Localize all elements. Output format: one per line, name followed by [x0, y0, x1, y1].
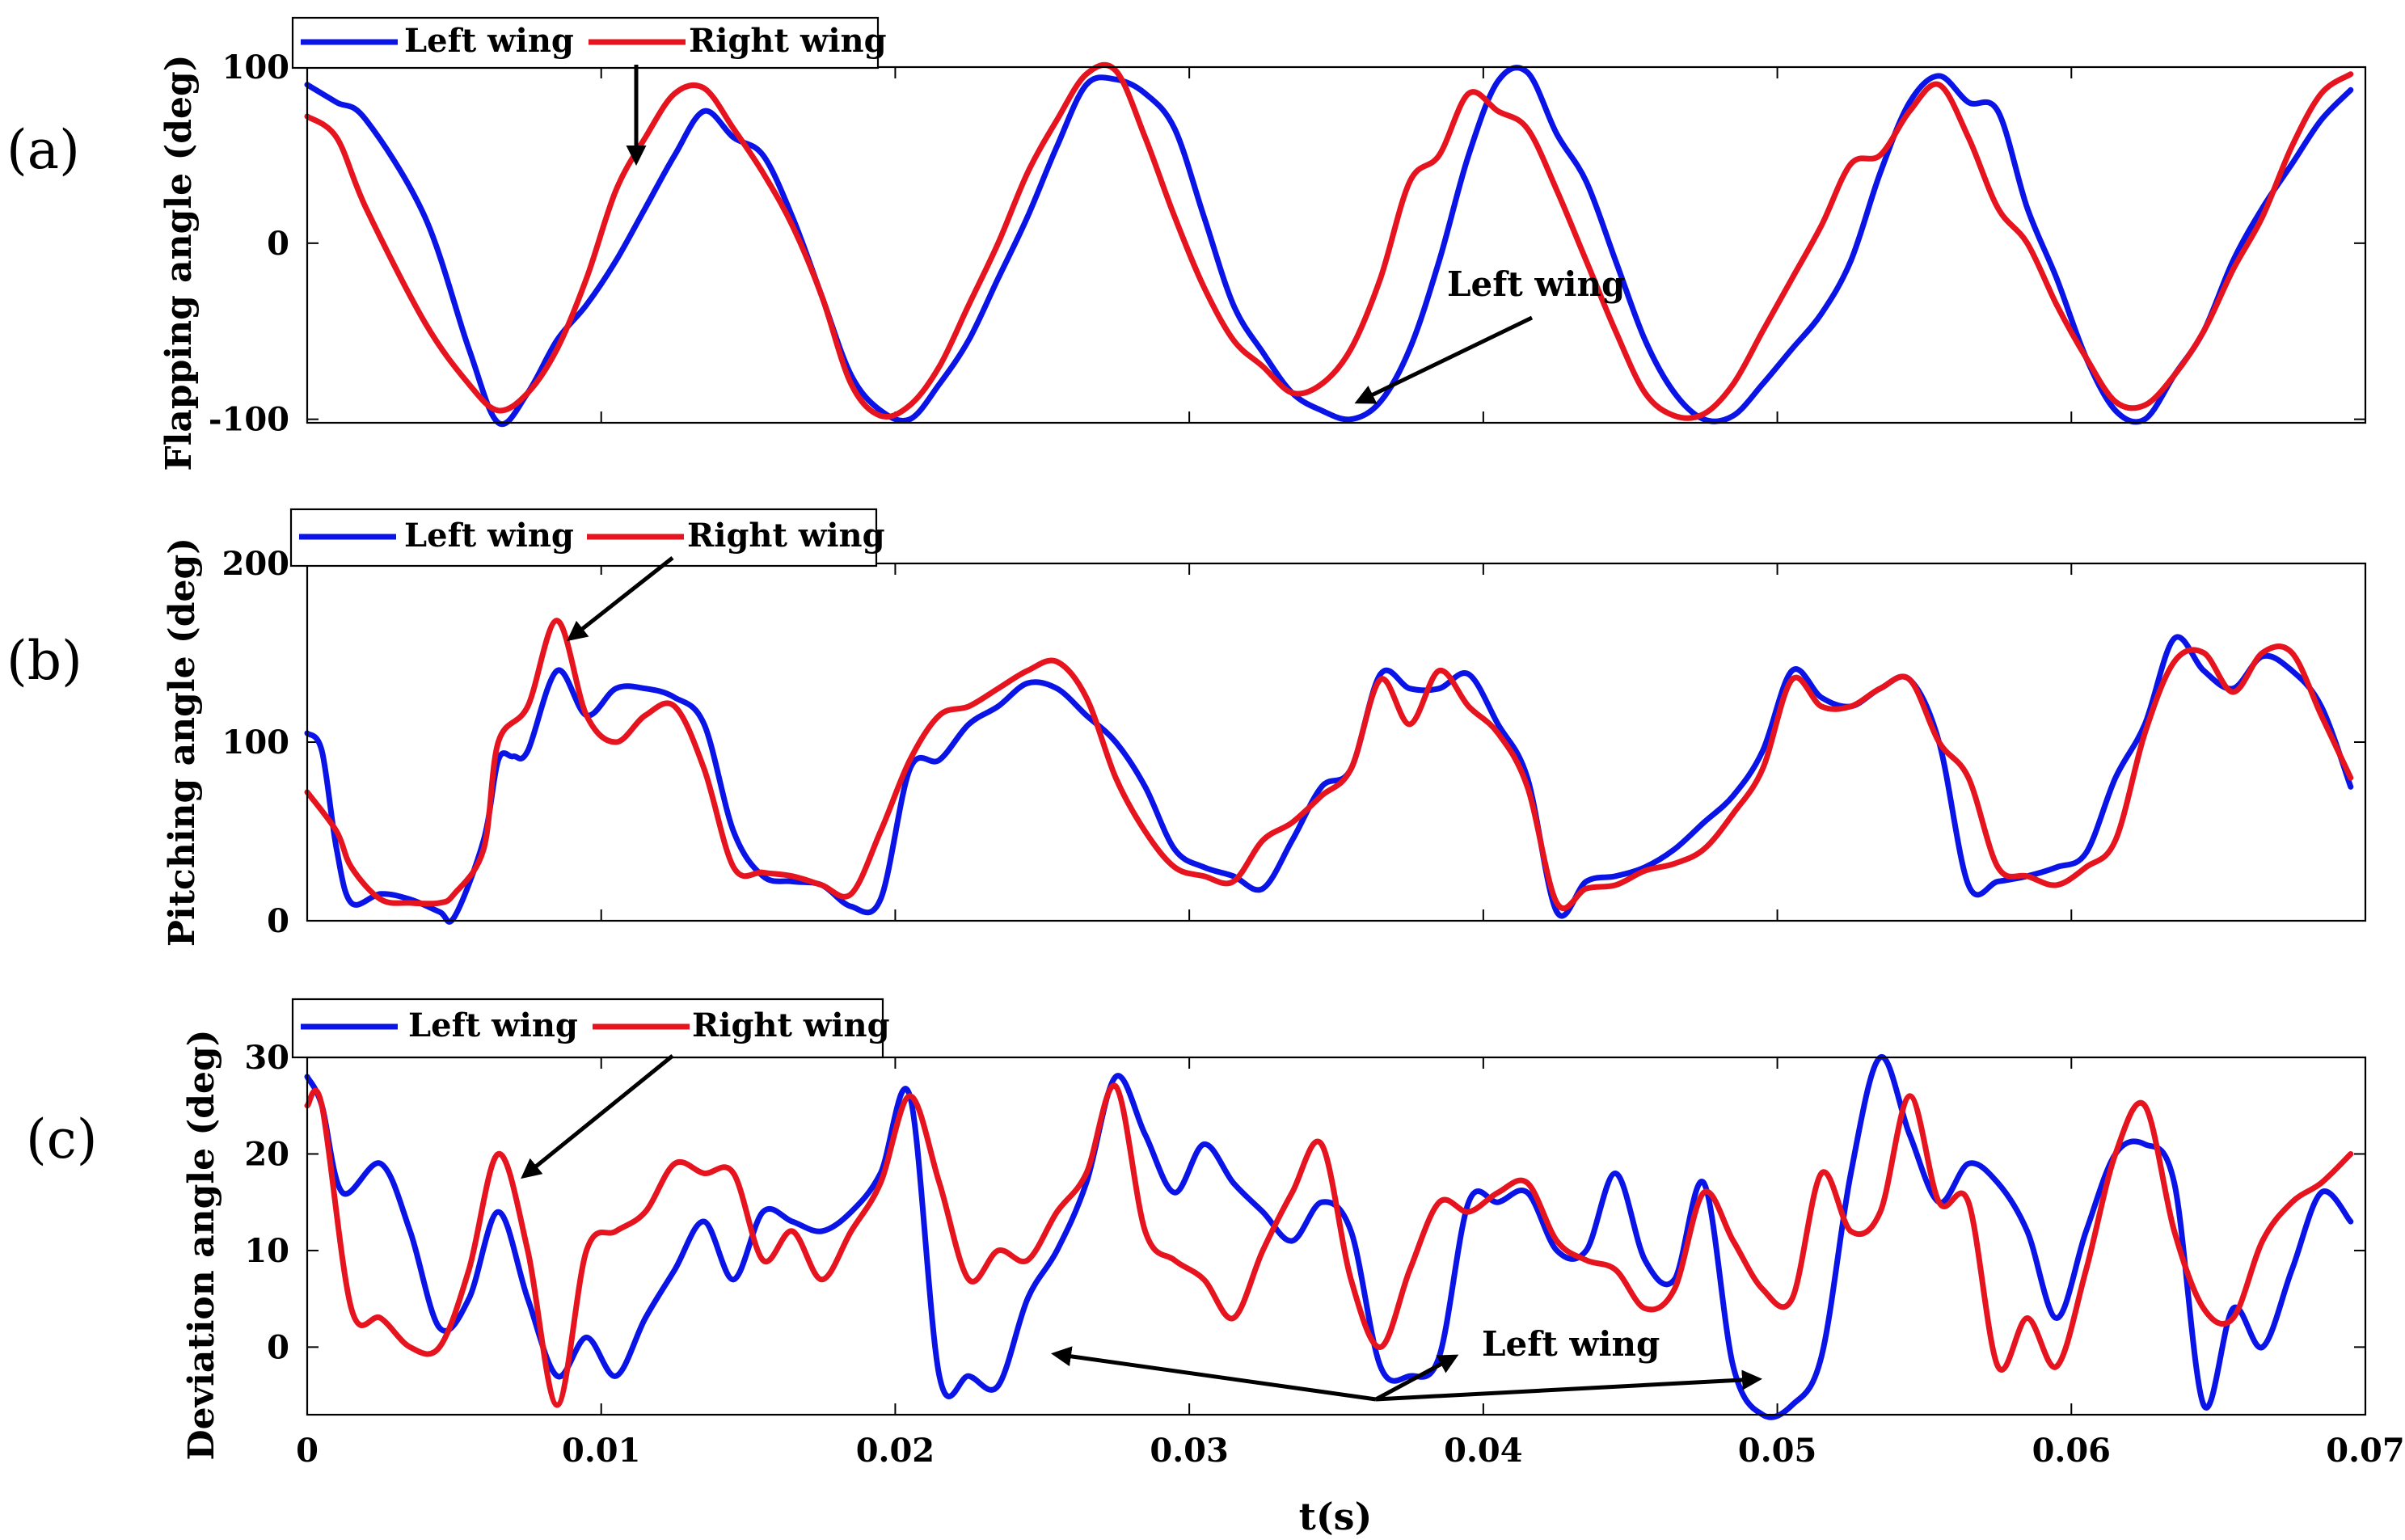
panel-b-pitching: (b) Pitching angle (deg) 0 100 200 Left wi…	[6, 508, 2367, 947]
x-tick-label: 0.04	[1444, 1432, 1522, 1470]
series-left-wing-b	[304, 634, 2354, 925]
legend-b: Left wing Right wing	[289, 508, 885, 567]
legend-a: Left wing Right wing	[291, 16, 887, 70]
panel-c-deviation: (c) Deviation angle (deg) 0 10 20 30 0 0.01 0…	[26, 998, 2405, 1470]
y-tick-label: -100	[209, 401, 289, 439]
panel-a-flapping: (a) Flapping angle (deg) -100 0 100 Left w…	[6, 16, 2367, 471]
y-tick-label: 20	[244, 1135, 289, 1173]
series-right-wing-b	[304, 618, 2354, 912]
y-ticks-c: 0 10 20 30	[244, 1039, 2365, 1366]
x-axis-label: t(s)	[1299, 1495, 1373, 1538]
series-lines-a	[304, 61, 2354, 428]
arrow-left-wing-c-3	[1375, 1369, 1762, 1402]
y-axis-label-a: Flapping angle (deg)	[158, 54, 200, 470]
series-left-wing-c	[304, 1054, 2354, 1420]
arrow-left-wing-a	[1354, 315, 1534, 404]
legend-label-right-a: Right wing	[689, 22, 887, 60]
x-tick-label: 0.01	[562, 1432, 640, 1470]
y-tick-label: 30	[244, 1039, 289, 1077]
plot-frame-b	[306, 562, 2367, 922]
y-ticks-b: 0 100 200	[222, 545, 2365, 940]
annotation-left-wing-a: Left wing	[1447, 264, 1625, 304]
arrow-right-wing-b	[567, 556, 674, 642]
y-tick-label: 100	[222, 49, 290, 86]
series-lines-b	[304, 618, 2354, 925]
legend-label-left-b: Left wing	[404, 517, 574, 555]
y-tick-label: 100	[222, 724, 290, 762]
panel-label-c: (c)	[26, 1108, 97, 1171]
series-left-wing-a	[304, 65, 2354, 428]
y-axis-label-c: Deviation angle (deg)	[181, 1029, 222, 1460]
y-tick-label: 0	[267, 1328, 289, 1366]
series-lines-c	[304, 1054, 2354, 1420]
y-axis-label-b: Pitching angle (deg)	[162, 538, 203, 947]
x-tick-label: 0.06	[2032, 1432, 2111, 1470]
x-tick-label: 0.03	[1150, 1432, 1228, 1470]
y-tick-label: 0	[267, 902, 289, 940]
annotation-left-wing-c: Left wing	[1482, 1324, 1660, 1364]
y-ticks-a: -100 0 100	[209, 49, 2365, 439]
legend-c: Left wing Right wing	[291, 998, 890, 1059]
series-right-wing-a	[304, 61, 2354, 421]
panel-label-a: (a)	[6, 119, 80, 181]
arrow-left-wing-c-1	[1051, 1346, 1377, 1402]
plot-frame-c	[306, 1056, 2367, 1416]
plot-frame-a	[306, 65, 2367, 424]
arrow-left-wing-c-2	[1374, 1354, 1459, 1402]
series-right-wing-c	[304, 1082, 2354, 1408]
panel-label-b: (b)	[6, 630, 82, 692]
legend-label-right-b: Right wing	[687, 517, 885, 555]
x-tick-label: 0.02	[856, 1432, 935, 1470]
x-tick-label: 0	[296, 1432, 319, 1470]
legend-label-left-c: Left wing	[408, 1006, 578, 1044]
arrow-right-wing-c	[521, 1054, 674, 1179]
x-tick-label: 0.07	[2326, 1432, 2404, 1470]
y-tick-label: 0	[267, 225, 289, 263]
x-tick-label: 0.05	[1738, 1432, 1816, 1470]
y-tick-label: 200	[222, 545, 290, 583]
y-tick-label: 10	[244, 1232, 289, 1270]
legend-label-right-c: Right wing	[692, 1006, 890, 1044]
legend-label-left-a: Left wing	[404, 22, 574, 60]
